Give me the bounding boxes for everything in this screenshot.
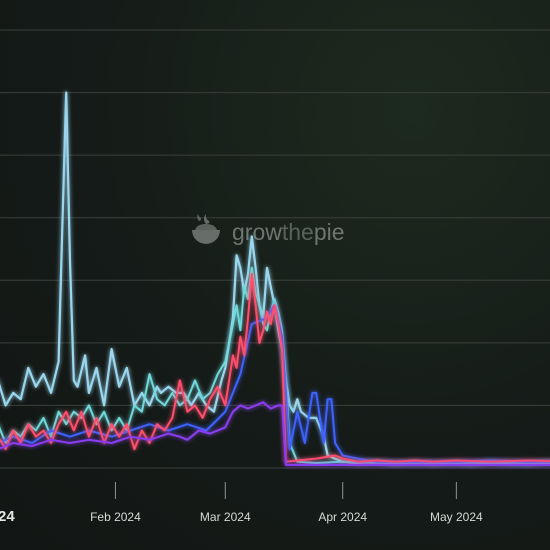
- watermark-text-the: the: [282, 219, 314, 245]
- series-line-5: [0, 401, 550, 466]
- watermark-text-grow: grow: [232, 219, 282, 245]
- series-line-3: [0, 304, 550, 463]
- grid-lines: [0, 29, 550, 469]
- watermark-text-pie: pie: [314, 219, 345, 245]
- watermark: growthepie: [192, 214, 345, 245]
- series-line-4: [0, 273, 550, 463]
- series-line-1: [0, 91, 550, 466]
- x-tick-label: Apr 2024: [318, 510, 367, 524]
- svg-text:growthepie: growthepie: [232, 219, 345, 245]
- x-tick-label: May 2024: [430, 510, 483, 524]
- x-tick-label: Feb 2024: [90, 510, 141, 524]
- x-tick-label: 2024: [0, 508, 15, 525]
- x-tick-label: Mar 2024: [200, 510, 251, 524]
- x-axis: 2024 Feb 2024 Mar 2024 Apr 2024 May 2024: [0, 482, 483, 525]
- pie-logo-icon: [192, 214, 220, 244]
- series-lines: [0, 91, 550, 466]
